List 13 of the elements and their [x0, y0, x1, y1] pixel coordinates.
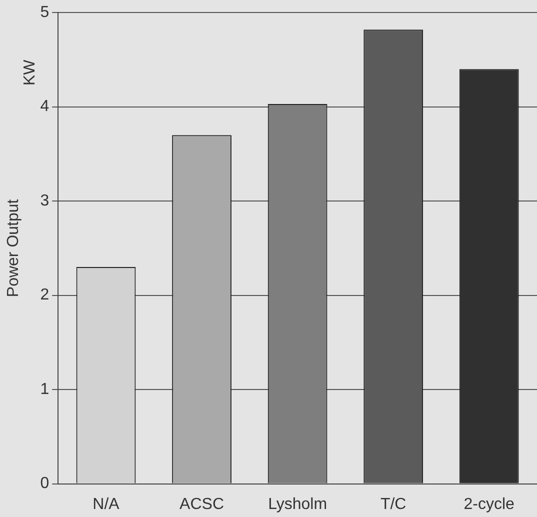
y-tick-label: 4 [40, 98, 50, 116]
y-tick-label: 2 [40, 286, 50, 304]
x-tick-label: 2-cycle [464, 496, 515, 513]
y-tick-label: 5 [40, 4, 50, 22]
text: KW [21, 58, 38, 86]
x-tick-label: Lysholm [268, 496, 328, 513]
x-tick-label: ACSC [180, 496, 224, 513]
x-tick-label: T/C [380, 496, 406, 513]
y-axis-title: Power Output [5, 198, 22, 298]
y-tick-label: 0 [40, 475, 50, 492]
x-tick-label: N/A [92, 496, 120, 513]
y-tick-label: 3 [40, 192, 50, 210]
y-tick-label: 1 [40, 380, 50, 398]
